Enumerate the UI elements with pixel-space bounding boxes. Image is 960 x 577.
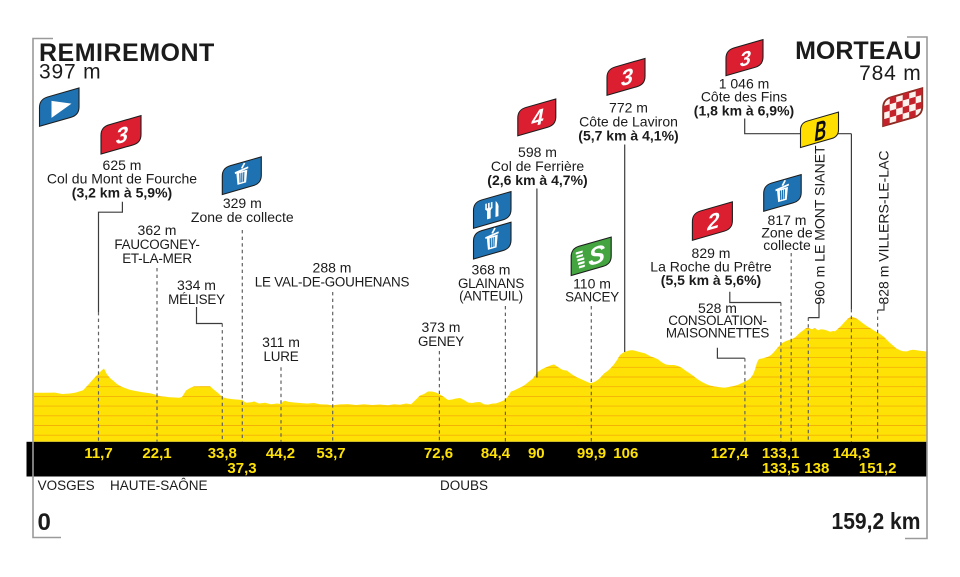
svg-text:106: 106: [613, 445, 638, 462]
svg-text:1 046 m: 1 046 m: [719, 76, 770, 92]
svg-text:HAUTE-SAÔNE: HAUTE-SAÔNE: [110, 478, 208, 493]
svg-text:22,1: 22,1: [142, 445, 171, 462]
svg-text:84,4: 84,4: [481, 445, 511, 462]
svg-text:90: 90: [528, 445, 545, 462]
svg-text:598 m: 598 m: [518, 144, 557, 160]
svg-text:(2,6 km à 4,7%): (2,6 km à 4,7%): [487, 172, 587, 188]
svg-text:368 m: 368 m: [472, 262, 511, 278]
svg-text:11,7: 11,7: [84, 445, 112, 462]
svg-text:(1,8 km à 6,9%): (1,8 km à 6,9%): [694, 103, 794, 119]
svg-text:110 m: 110 m: [573, 276, 611, 292]
svg-text:Côte de Laviron: Côte de Laviron: [579, 114, 678, 130]
svg-text:37,3: 37,3: [227, 460, 256, 477]
svg-text:373 m: 373 m: [422, 319, 461, 335]
svg-text:829 m: 829 m: [692, 245, 731, 261]
svg-text:311 m: 311 m: [262, 334, 300, 350]
svg-text:collecte: collecte: [763, 237, 811, 253]
svg-text:3: 3: [621, 63, 634, 91]
svg-text:(3,2 km à 5,9%): (3,2 km à 5,9%): [72, 185, 172, 201]
svg-text:784 m: 784 m: [859, 62, 921, 85]
svg-text:828 m VILLERS-LE-LAC: 828 m VILLERS-LE-LAC: [876, 150, 892, 304]
svg-text:528 m: 528 m: [698, 300, 737, 316]
svg-text:362 m: 362 m: [138, 222, 177, 238]
svg-text:MORTEAU: MORTEAU: [795, 37, 921, 65]
svg-text:Côte des Fins: Côte des Fins: [701, 89, 787, 105]
svg-text:MAISONNETTES: MAISONNETTES: [666, 326, 770, 341]
svg-text:B: B: [814, 114, 826, 147]
svg-text:960 m LE MONT SIANET: 960 m LE MONT SIANET: [812, 145, 828, 305]
svg-text:133,5: 133,5: [762, 460, 800, 477]
svg-text:CONSOLATION-: CONSOLATION-: [668, 313, 767, 328]
svg-text:MÉLISEY: MÉLISEY: [168, 292, 225, 307]
svg-text:VOSGES: VOSGES: [38, 478, 95, 493]
svg-text:LURE: LURE: [264, 349, 299, 364]
svg-text:138: 138: [804, 460, 829, 477]
svg-text:4: 4: [531, 104, 545, 132]
svg-text:Col de Ferrière: Col de Ferrière: [491, 158, 585, 174]
svg-text:329 m: 329 m: [223, 195, 262, 211]
svg-text:(5,7 km à 4,1%): (5,7 km à 4,1%): [578, 128, 678, 144]
svg-text:72,6: 72,6: [424, 445, 453, 462]
svg-text:GLAINANS: GLAINANS: [458, 276, 524, 291]
svg-text:625 m: 625 m: [103, 157, 142, 173]
svg-text:FAUCOGNEY-: FAUCOGNEY-: [114, 237, 199, 252]
svg-text:SANCEY: SANCEY: [565, 290, 619, 305]
svg-text:0: 0: [38, 509, 51, 536]
svg-text:133,1: 133,1: [762, 445, 800, 462]
svg-text:GENEY: GENEY: [418, 334, 464, 349]
svg-text:3: 3: [740, 47, 752, 72]
svg-text:Col du Mont de Fourche: Col du Mont de Fourche: [47, 171, 197, 187]
svg-text:397 m: 397 m: [39, 61, 101, 84]
svg-text:Zone de collecte: Zone de collecte: [191, 209, 294, 225]
svg-text:99,9: 99,9: [577, 445, 606, 462]
svg-text:ET-LA-MER: ET-LA-MER: [122, 251, 192, 266]
svg-text:(ANTEUIL): (ANTEUIL): [459, 289, 523, 304]
svg-text:151,2: 151,2: [859, 460, 897, 477]
svg-text:817 m: 817 m: [768, 212, 807, 228]
svg-text:(5,5 km à 5,6%): (5,5 km à 5,6%): [661, 272, 761, 288]
svg-text:144,3: 144,3: [833, 445, 871, 462]
svg-text:44,2: 44,2: [266, 445, 295, 462]
svg-text:2: 2: [706, 207, 720, 235]
svg-text:772 m: 772 m: [609, 100, 648, 116]
svg-text:53,7: 53,7: [316, 445, 345, 462]
svg-text:REMIREMONT: REMIREMONT: [39, 39, 215, 67]
svg-text:288 m: 288 m: [313, 260, 352, 276]
svg-text:La Roche du Prêtre: La Roche du Prêtre: [650, 259, 772, 275]
svg-text:33,8: 33,8: [208, 445, 237, 462]
svg-text:Zone de: Zone de: [761, 225, 813, 241]
svg-text:334 m: 334 m: [177, 277, 216, 293]
svg-text:LE VAL-DE-GOUHENANS: LE VAL-DE-GOUHENANS: [255, 275, 410, 290]
svg-text:127,4: 127,4: [711, 445, 749, 462]
svg-text:DOUBS: DOUBS: [440, 478, 488, 493]
svg-text:159,2 km: 159,2 km: [832, 508, 921, 534]
svg-text:S: S: [588, 240, 605, 272]
svg-text:3: 3: [116, 121, 129, 149]
